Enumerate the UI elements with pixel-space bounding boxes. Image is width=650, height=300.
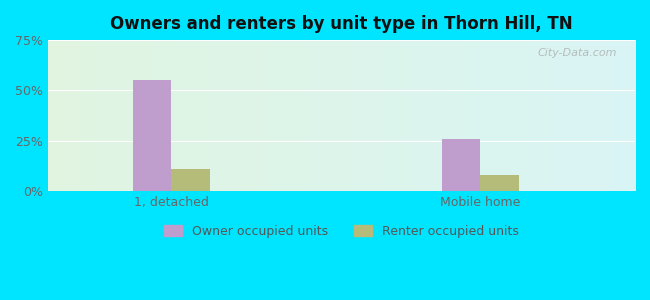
Bar: [172, 169, 210, 191]
Bar: [442, 139, 480, 191]
Legend: Owner occupied units, Renter occupied units: Owner occupied units, Renter occupied un…: [159, 220, 524, 243]
Text: City-Data.com: City-Data.com: [538, 48, 617, 58]
Bar: [480, 175, 519, 191]
Title: Owners and renters by unit type in Thorn Hill, TN: Owners and renters by unit type in Thorn…: [110, 15, 573, 33]
Bar: [133, 80, 172, 191]
